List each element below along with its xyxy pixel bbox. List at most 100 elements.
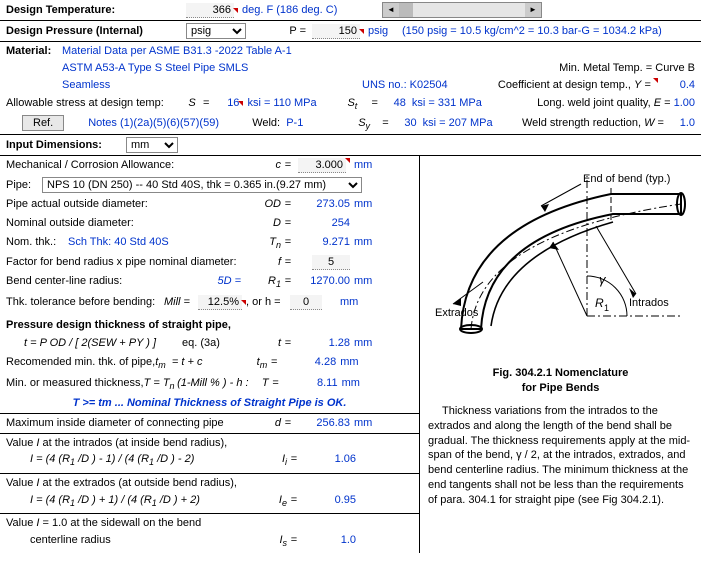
rec-eq: tm = t + c <box>155 355 227 371</box>
tol-unit: mm <box>340 295 358 310</box>
main-two-col: Mechanical / Corrosion Allowance: c= mm … <box>0 155 701 553</box>
nom-thk-label: Nom. thk.: <box>6 235 68 250</box>
scroll-track[interactable] <box>399 3 525 17</box>
mill-input[interactable] <box>198 295 242 310</box>
changed-marker-icon <box>233 8 238 13</box>
Ie-block: Value I at the extrados (at outside bend… <box>0 473 419 513</box>
design-temp-row: Design Temperature: deg. F (186 deg. C) … <box>0 0 701 20</box>
weld-label: Weld: <box>252 116 286 131</box>
Ie-sym: Ie <box>247 493 287 509</box>
tm-unit: mm <box>340 355 358 370</box>
nom-od-sym: D <box>241 216 281 231</box>
svg-text:1: 1 <box>604 303 609 313</box>
Is-line1: Value I = 1.0 at the sidewall on the ben… <box>6 516 413 531</box>
ref-button[interactable]: Ref. <box>22 115 64 131</box>
input-dim-unit-select[interactable]: mm <box>126 137 178 153</box>
coef-label: Coefficient at design temp., <box>498 79 634 91</box>
coef-val: 0.4 <box>661 78 695 93</box>
Is-line2: centerline radius <box>30 533 247 548</box>
meas-eq: T = Tn (1-Mill % ) - h : <box>144 376 249 392</box>
max-id-row: Maximum inside diameter of connecting pi… <box>0 413 419 433</box>
pdt-eq: t = P OD / [ 2(SEW + PY ) ] <box>24 336 182 351</box>
temp-scroll[interactable]: ◄ ► <box>382 2 542 18</box>
right-panel: γ R1 End of bend (typ.) Intrados Extrado… <box>420 156 701 553</box>
scroll-left-icon[interactable]: ◄ <box>383 3 399 17</box>
weld-val: P-1 <box>286 116 358 131</box>
nom-thk-link[interactable]: Sch Thk: 40 Std 40S <box>68 235 241 250</box>
pressure-unit-select[interactable]: psig <box>186 23 246 39</box>
pdt-eqref: eq. (3a) <box>182 336 241 351</box>
h-input[interactable] <box>290 295 322 310</box>
corrosion-allow-row: Mechanical / Corrosion Allowance: c= mm <box>0 156 419 175</box>
T-val: 8.11 <box>283 376 338 391</box>
t-val: 1.28 <box>295 336 350 351</box>
nom-od-row: Nominal outside diameter: D= 254 <box>0 214 419 233</box>
factor-label: Factor for bend radius x pipe nominal di… <box>6 255 241 270</box>
min-metal-temp: Min. Metal Temp. = Curve B <box>392 61 695 76</box>
T-sym: T <box>249 376 269 391</box>
t-sym: t <box>241 336 281 351</box>
st-val: 48 <box>378 96 406 111</box>
Ii-eq: I = (4 (R1 /D ) - 1) / (4 (R1 /D ) - 2) <box>30 452 247 468</box>
design-temp-label: Design Temperature: <box>6 3 186 18</box>
nom-thk-unit: mm <box>354 235 372 250</box>
Ie-eq: I = (4 (R1 /D ) + 1) / (4 (R1 /D ) + 2) <box>30 493 247 509</box>
radius-sym: R1 <box>241 274 281 290</box>
max-id-unit: mm <box>354 416 372 431</box>
max-id-sym: d <box>241 416 281 431</box>
changed-marker-icon <box>653 78 658 83</box>
t-unit: mm <box>354 336 372 351</box>
allow-stress-label: Allowable stress at design temp: <box>6 96 181 111</box>
allow-sym: c <box>241 158 281 173</box>
od-sym: OD <box>241 197 281 212</box>
factor-sym: f <box>241 255 281 270</box>
nom-thk-val: 9.271 <box>295 235 350 250</box>
svg-text:R: R <box>595 296 604 310</box>
notes-link[interactable]: Notes (1)(2a)(5)(6)(57)(59) <box>88 116 252 131</box>
scroll-thumb[interactable] <box>399 3 413 17</box>
od-label: Pipe actual outside diameter: <box>6 197 241 212</box>
pipe-row: Pipe: NPS 10 (DN 250) -- 40 Std 40S, thk… <box>0 175 419 195</box>
radius-label: Bend center-line radius: <box>6 274 196 289</box>
joint-val: 1.00 <box>674 97 695 109</box>
meas-row: Min. or measured thickness, T = Tn (1-Mi… <box>0 374 419 394</box>
sy-val: 30 <box>389 116 417 131</box>
st-unit: ksi = 331 MPa <box>412 96 506 111</box>
pdt-eq-row: t = P OD / [ 2(SEW + PY ) ] eq. (3a) t= … <box>0 334 419 353</box>
ok-msg: T >= tm ... Nominal Thickness of Straigh… <box>0 394 419 413</box>
radius-row: Bend center-line radius: 5D = R1= 1270.0… <box>0 272 419 292</box>
nom-od-label: Nominal outside diameter: <box>6 216 241 231</box>
body-text: Thickness variations from the intrados t… <box>428 404 693 508</box>
material-form: Seamless <box>62 78 362 93</box>
tol-row: Thk. tolerance before bending: Mill = , … <box>0 293 419 312</box>
st-sym: St <box>347 96 371 112</box>
Ii-block: Value I at the intrados (at inside bend … <box>0 433 419 473</box>
tm-sym: tm <box>227 355 267 371</box>
bend-diagram-icon: γ R1 End of bend (typ.) Intrados Extrado… <box>431 164 691 364</box>
svg-text:End of bend (typ.): End of bend (typ.) <box>583 173 670 185</box>
pipe-label: Pipe: <box>6 178 42 193</box>
weld-red-label: Weld strength reduction, <box>522 117 644 129</box>
pressure-val-unit: psig <box>368 24 402 39</box>
design-temp-input[interactable] <box>186 3 234 18</box>
Ie-line1: Value I at the extrados (at outside bend… <box>6 476 413 491</box>
scroll-right-icon[interactable]: ► <box>525 3 541 17</box>
rec-row: Recomended min. thk. of pipe, tm = t + c… <box>0 353 419 373</box>
nom-thk-sym: Tn <box>241 235 281 251</box>
weld-red-sym: W <box>644 117 654 129</box>
od-val: 273.05 <box>295 197 350 212</box>
uns-no: UNS no.: K02504 <box>362 78 482 93</box>
Is-sym: Is <box>247 533 287 549</box>
Ie-val: 0.95 <box>301 493 356 508</box>
orh-text: , or h = <box>246 295 290 310</box>
svg-text:Intrados: Intrados <box>629 297 669 309</box>
Ii-sym: Ii <box>247 452 287 468</box>
allow-input[interactable] <box>298 158 346 173</box>
pipe-select[interactable]: NPS 10 (DN 250) -- 40 Std 40S, thk = 0.3… <box>42 177 362 193</box>
design-pressure-input[interactable] <box>312 24 360 39</box>
factor-input[interactable] <box>312 255 350 270</box>
material-ref-link[interactable]: Material Data per ASME B31.3 -2022 Table… <box>62 44 292 59</box>
material-section: Material: Material Data per ASME B31.3 -… <box>0 41 701 134</box>
joint-sym: E <box>654 97 661 109</box>
left-panel: Mechanical / Corrosion Allowance: c= mm … <box>0 156 420 553</box>
